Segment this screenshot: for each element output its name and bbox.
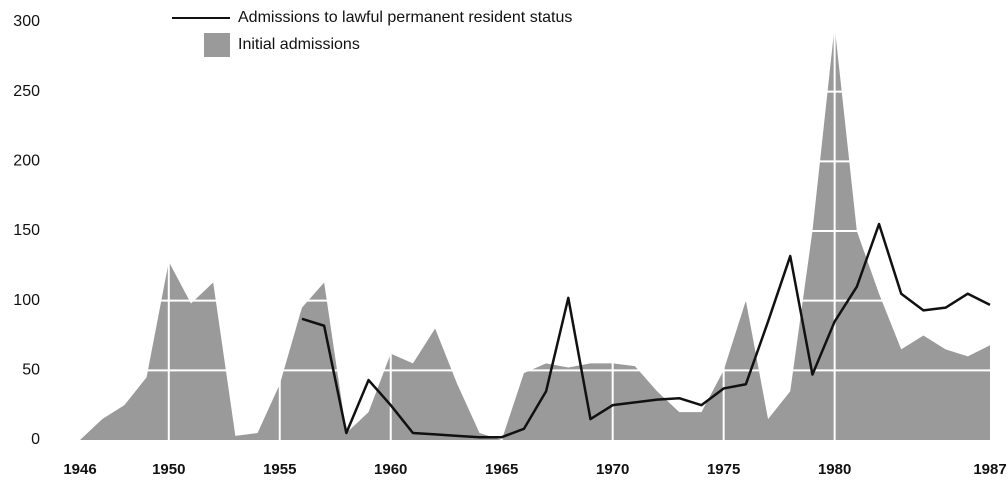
- area: [80, 26, 990, 441]
- y-tick-label: 0: [31, 431, 40, 448]
- x-tick-label: 1970: [596, 461, 629, 478]
- legend-label: Admissions to lawful permanent resident …: [238, 9, 572, 26]
- y-tick-label: 200: [13, 153, 40, 170]
- x-tick-label: 1960: [374, 461, 407, 478]
- y-tick-label: 100: [13, 292, 40, 309]
- x-tick-label: 1975: [707, 461, 740, 478]
- y-tick-label: 50: [22, 362, 40, 379]
- y-tick-label: 300: [13, 13, 40, 30]
- legend-swatch: [204, 33, 230, 57]
- line: [301, 222, 991, 439]
- x-tick-label: 1980: [818, 461, 851, 478]
- y-tick-label: 250: [13, 83, 40, 100]
- x-tick-label: 1946: [63, 461, 96, 478]
- y-tick-label: 150: [13, 222, 40, 239]
- x-tick-label: 1987: [973, 461, 1006, 478]
- x-tick-label: 1950: [152, 461, 185, 478]
- legend-label: Initial admissions: [238, 36, 360, 53]
- x-tick-label: 1955: [263, 461, 296, 478]
- x-tick-label: 1965: [485, 461, 518, 478]
